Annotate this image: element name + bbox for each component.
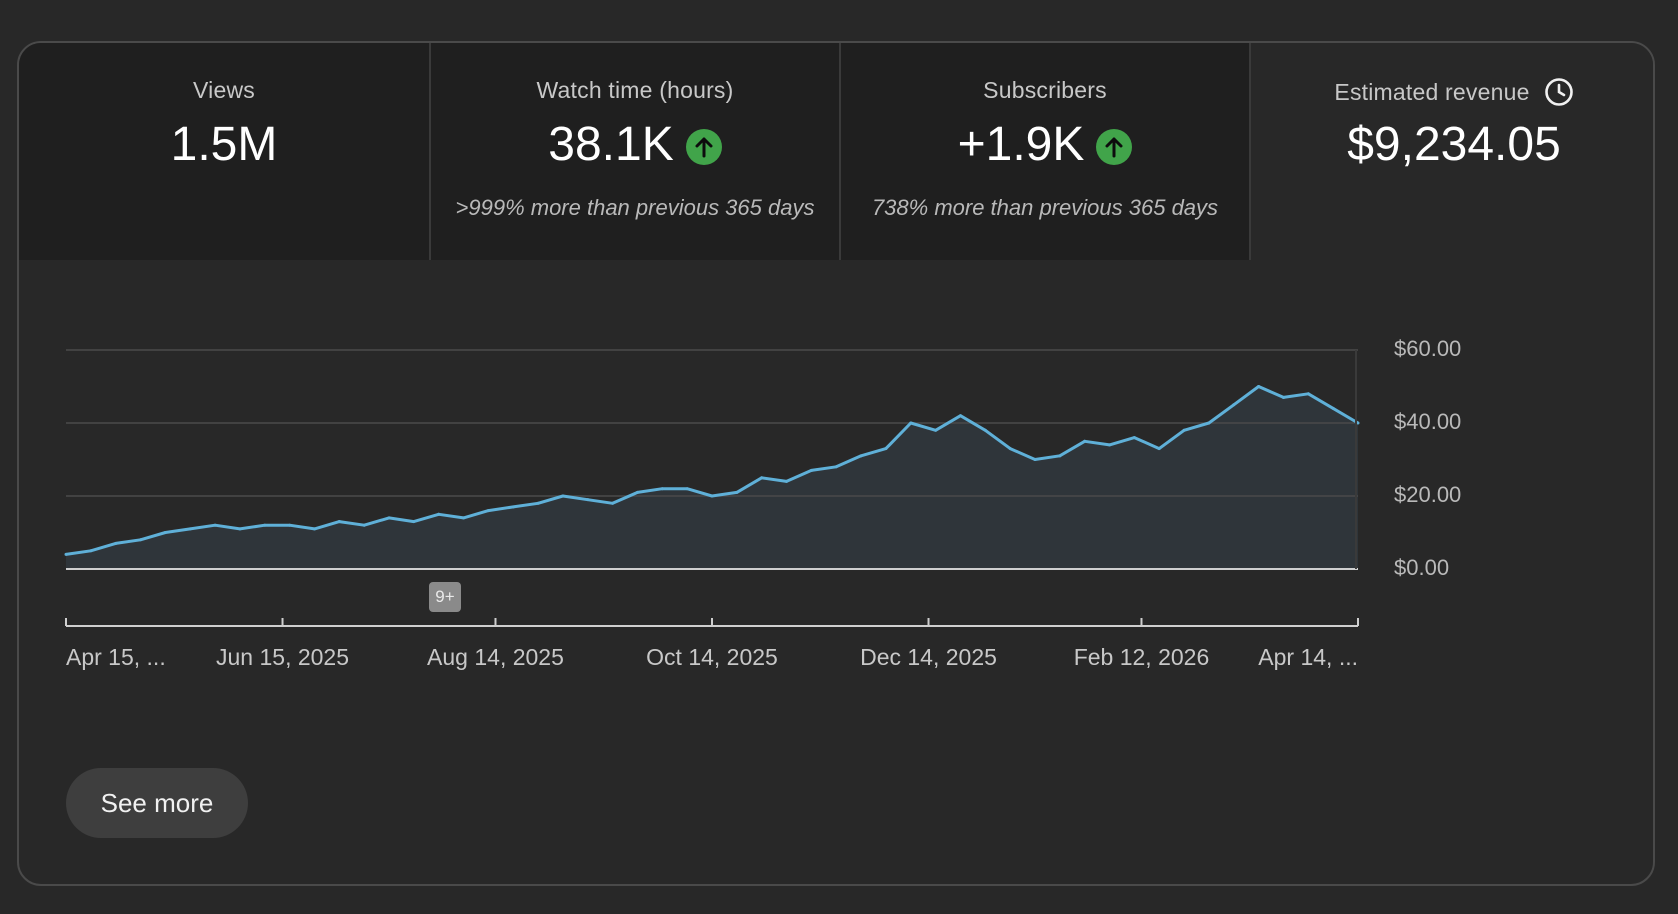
data-point[interactable] [188, 527, 192, 531]
data-point[interactable] [163, 531, 167, 534]
data-point[interactable] [139, 538, 143, 542]
data-point[interactable] [387, 516, 391, 520]
metric-tabs: Views 1.5M Watch time (hours) 38.1K >999… [19, 43, 1653, 260]
arrow-up-icon [685, 129, 722, 165]
data-point[interactable] [859, 454, 863, 458]
tab-subscribers-comparison: 738% more than previous 365 days [871, 195, 1219, 220]
data-point[interactable] [611, 501, 615, 505]
data-point[interactable] [1132, 436, 1136, 440]
y-tick-label: $40.00 [1394, 409, 1462, 434]
data-point[interactable] [412, 520, 416, 524]
data-point[interactable] [1058, 454, 1062, 458]
data-point[interactable] [511, 505, 515, 509]
data-point[interactable] [834, 465, 838, 469]
data-point[interactable] [635, 490, 639, 494]
data-point[interactable] [958, 414, 962, 418]
data-point[interactable] [64, 552, 68, 556]
data-point[interactable] [288, 523, 292, 527]
x-tick-label: Aug 14, 2025 [427, 644, 564, 670]
annotation-badge[interactable]: 9+ [429, 582, 461, 612]
tab-subscribers-value: +1.9K [957, 118, 1085, 171]
data-point[interactable] [462, 516, 466, 520]
data-point[interactable] [1356, 421, 1360, 425]
x-tick-label: Apr 14, ... [1258, 644, 1358, 670]
data-point[interactable] [1008, 447, 1012, 451]
see-more-button[interactable]: See more [66, 768, 248, 838]
arrow-up-icon [1096, 129, 1133, 165]
tab-subscribers[interactable]: Subscribers +1.9K 738% more than previou… [839, 43, 1249, 260]
data-point[interactable] [561, 494, 565, 498]
tab-estimated-revenue[interactable]: Estimated revenue $9,234.05 [1249, 43, 1653, 260]
tab-revenue-value: $9,234.05 [1347, 118, 1561, 171]
data-point[interactable] [486, 509, 490, 513]
data-point[interactable] [1331, 406, 1335, 410]
data-point[interactable] [735, 490, 739, 494]
data-point[interactable] [1207, 421, 1211, 425]
data-point[interactable] [909, 421, 913, 425]
series-area [66, 386, 1358, 569]
tab-subscribers-label: Subscribers [983, 77, 1107, 103]
x-tick-label: Dec 14, 2025 [860, 644, 997, 670]
data-point[interactable] [1306, 392, 1310, 396]
y-tick-label: $20.00 [1394, 482, 1462, 507]
y-tick-label: $0.00 [1394, 555, 1450, 580]
x-tick-label: Oct 14, 2025 [646, 644, 778, 670]
data-point[interactable] [1083, 439, 1087, 443]
data-point[interactable] [760, 476, 764, 480]
x-tick-label: Feb 12, 2026 [1073, 644, 1210, 670]
tab-watch-time-label: Watch time (hours) [536, 77, 734, 103]
data-point[interactable] [1033, 458, 1037, 461]
data-point[interactable] [586, 498, 590, 502]
data-point[interactable] [685, 487, 689, 491]
data-point[interactable] [1257, 385, 1261, 388]
data-point[interactable] [983, 428, 987, 432]
data-point[interactable] [710, 494, 714, 498]
data-point[interactable] [884, 447, 888, 451]
data-point[interactable] [785, 479, 789, 483]
data-point[interactable] [536, 501, 540, 505]
chart-canvas[interactable] [19, 260, 1655, 720]
tab-watch-time-comparison: >999% more than previous 365 days [455, 195, 815, 220]
x-tick-label: Apr 15, ... [66, 644, 166, 670]
data-point[interactable] [89, 549, 93, 553]
y-tick-label: $60.00 [1394, 336, 1462, 361]
data-point[interactable] [263, 523, 267, 527]
data-point[interactable] [437, 512, 441, 516]
analytics-card: Views 1.5M Watch time (hours) 38.1K >999… [17, 41, 1655, 886]
tab-revenue-label: Estimated revenue [1334, 78, 1530, 105]
revenue-chart[interactable]: $0.00 $20.00 $40.00 $60.00 Apr 15, ... Jun 1… [19, 260, 1655, 720]
data-point[interactable] [1182, 428, 1186, 432]
data-point[interactable] [213, 523, 217, 527]
data-point[interactable] [312, 527, 316, 531]
x-tick-label: Jun 15, 2025 [216, 644, 350, 670]
data-point[interactable] [1232, 403, 1236, 407]
data-point[interactable] [809, 468, 813, 472]
tab-watch-time[interactable]: Watch time (hours) 38.1K >999% more than… [429, 43, 839, 260]
data-point[interactable] [1281, 395, 1285, 399]
data-point[interactable] [238, 527, 242, 531]
tab-views-label: Views [193, 77, 255, 103]
tab-views[interactable]: Views 1.5M [19, 43, 429, 260]
data-point[interactable] [362, 523, 366, 527]
clock-icon[interactable] [1544, 77, 1574, 107]
data-point[interactable] [337, 520, 341, 524]
data-point[interactable] [1108, 443, 1112, 447]
tab-views-value: 1.5M [170, 118, 278, 171]
data-point[interactable] [934, 428, 938, 432]
data-point[interactable] [1157, 447, 1161, 451]
data-point[interactable] [660, 487, 664, 491]
data-point[interactable] [114, 541, 118, 545]
tab-watch-time-value: 38.1K [548, 118, 674, 171]
